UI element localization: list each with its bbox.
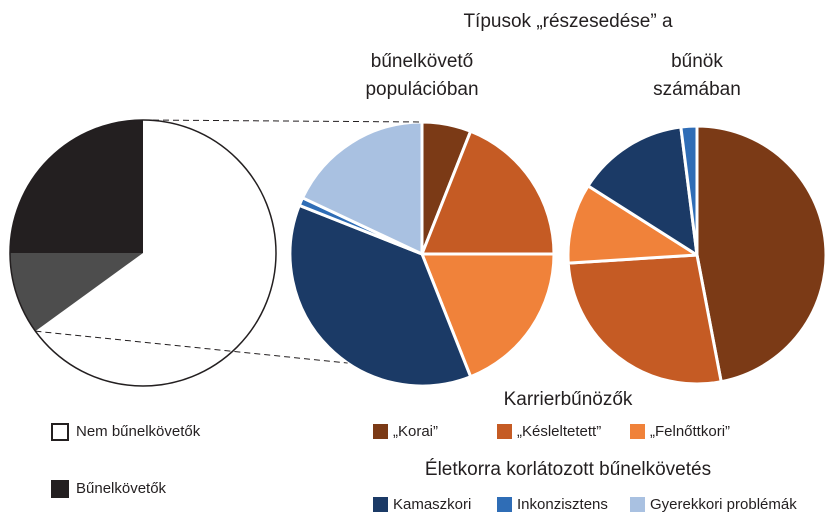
- legend-label: „Felnőttkori”: [650, 423, 730, 440]
- pie-label: populációban: [365, 79, 478, 100]
- pie-slice: [566, 253, 723, 386]
- legend-swatch: [373, 497, 388, 512]
- legend-label: „Késleltetett”: [517, 423, 601, 440]
- pie-slice: [288, 203, 473, 388]
- connector: [35, 330, 348, 364]
- pie-slice: [586, 125, 699, 257]
- pie-slice: [301, 120, 424, 256]
- chart-title: Típusok „részesedése” a: [463, 11, 673, 32]
- legend-swatch: [497, 497, 512, 512]
- legend-swatch: [630, 497, 645, 512]
- pie-label: bűnelkövető: [371, 51, 473, 72]
- legend-swatch: [51, 480, 69, 498]
- pie-label: bűnök: [671, 51, 723, 72]
- pie-slice: [420, 129, 556, 256]
- legend-title: Karrierbűnözők: [504, 389, 633, 410]
- legend-label: Kamaszkori: [393, 496, 471, 513]
- pie-slice: [420, 252, 556, 379]
- pie-label: számában: [653, 79, 741, 100]
- pie-slice: [10, 253, 143, 332]
- legend-label: Gyerekkori problémák: [650, 496, 797, 513]
- legend-swatch: [51, 423, 69, 441]
- legend-label: Inkonzisztens: [517, 496, 608, 513]
- legend-swatch: [373, 424, 388, 439]
- legend-swatch: [630, 424, 645, 439]
- pie-slice: [10, 120, 143, 253]
- legend-label: „Korai”: [393, 423, 438, 440]
- pie-slice: [566, 184, 699, 265]
- legend-title: Életkorra korlátozott bűnelkövetés: [425, 459, 711, 480]
- legend-label: Bűnelkövetők: [76, 480, 167, 497]
- legend-swatch: [497, 424, 512, 439]
- pie-slice: [35, 120, 276, 386]
- pie-slice: [679, 124, 699, 257]
- connector: [142, 119, 423, 123]
- pie-slice: [695, 124, 828, 384]
- legend-label: Nem bűnelkövetők: [76, 423, 201, 440]
